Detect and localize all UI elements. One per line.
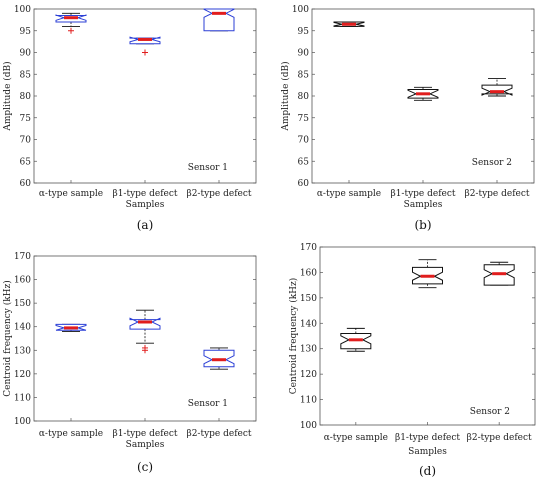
x-tick-label: β1-type defect	[112, 189, 177, 199]
panel-caption: (a)	[137, 218, 154, 232]
y-tick-label: 85	[20, 70, 32, 80]
y-axis-label: Amplitude (dB)	[280, 61, 291, 131]
plot-frame	[33, 8, 257, 184]
y-tick-label: 140	[300, 319, 317, 329]
box-2	[129, 309, 161, 354]
box-1	[55, 12, 87, 34]
x-tick-label: β2-type defect	[464, 189, 529, 199]
x-tick-label: α-type sample	[39, 189, 103, 199]
x-tick-label: β2-type defect	[186, 189, 251, 199]
y-tick-label: 85	[298, 70, 310, 80]
x-tick-label: β1-type defect	[390, 189, 455, 199]
y-tick-label: 160	[300, 268, 317, 278]
box-body	[203, 8, 235, 32]
box-3	[483, 261, 515, 286]
box-body	[481, 84, 513, 96]
box-3	[203, 347, 235, 370]
box-3	[203, 8, 235, 32]
y-tick-label: 150	[300, 294, 317, 304]
y-tick-label: 80	[20, 92, 32, 102]
sensor-annotation: Sensor 1	[188, 163, 228, 173]
y-tick-label: 80	[298, 92, 310, 102]
box-2	[412, 259, 443, 289]
x-axis-label: Samples	[126, 200, 165, 210]
x-tick-label: α-type sample	[39, 429, 103, 439]
y-tick-label: 65	[298, 157, 310, 167]
y-axis-label: Amplitude (dB)	[2, 61, 13, 131]
y-tick-label: 70	[20, 136, 32, 146]
x-tick-label: α-type sample	[317, 189, 381, 199]
y-tick-label: 60	[298, 179, 310, 189]
y-tick-label: 95	[298, 27, 310, 37]
y-tick-label: 150	[14, 299, 31, 309]
y-tick-label: 100	[300, 421, 317, 431]
chart-panel-1: 60 65 70 75 80 85 90 95 100 Amplitude (dB) α-type …	[2, 5, 257, 232]
x-axis-label: Samples	[404, 200, 443, 210]
y-tick-label: 100	[292, 5, 309, 15]
x-axis-label: Samples	[408, 447, 447, 457]
sensor-annotation: Sensor 2	[472, 158, 512, 168]
y-tick-label: 110	[14, 393, 31, 403]
box-1	[333, 21, 365, 27]
box-3	[481, 78, 513, 97]
chart-panel-3: 100 110 120 130 140 150 160 170 Centroid frequen…	[2, 252, 257, 474]
y-tick-label: 130	[14, 346, 31, 356]
y-tick-label: 130	[300, 345, 317, 355]
y-tick-label: 70	[298, 136, 310, 146]
panel-caption: (d)	[419, 464, 436, 478]
panel-caption: (c)	[137, 460, 153, 474]
y-tick-label: 75	[298, 114, 310, 124]
x-tick-label: β1-type defect	[112, 429, 177, 439]
x-tick-label: β2-type defect	[467, 433, 532, 443]
y-tick-label: 120	[300, 370, 317, 380]
y-tick-label: 160	[14, 276, 31, 286]
y-axis-label: Centroid frequency (kHz)	[288, 278, 299, 395]
x-tick-label: β1-type defect	[395, 433, 460, 443]
y-tick-label: 95	[20, 27, 32, 37]
x-tick-label: β2-type defect	[186, 429, 251, 439]
sensor-annotation: Sensor 1	[188, 399, 228, 409]
y-tick-label: 170	[300, 243, 317, 253]
box-body	[129, 317, 161, 330]
panel-caption: (b)	[414, 218, 431, 232]
y-axis-label: Centroid frequency (kHz)	[2, 280, 13, 397]
chart-panel-2: 60 65 70 75 80 85 90 95 100 Amplitude (dB) α-type …	[280, 5, 535, 232]
y-tick-label: 120	[14, 370, 31, 380]
y-tick-label: 90	[20, 49, 32, 59]
y-tick-label: 110	[300, 396, 317, 406]
sensor-annotation: Sensor 2	[470, 407, 510, 417]
y-tick-label: 90	[298, 49, 310, 59]
y-tick-label: 65	[20, 157, 32, 167]
y-tick-label: 170	[14, 252, 31, 262]
y-tick-label: 60	[20, 179, 32, 189]
box-1	[340, 327, 372, 352]
plot-frame	[33, 255, 257, 422]
y-tick-label: 100	[14, 417, 31, 427]
box-2	[129, 36, 161, 56]
box-1	[55, 323, 87, 332]
y-tick-label: 75	[20, 114, 32, 124]
box-2	[407, 86, 439, 101]
y-tick-label: 100	[14, 5, 31, 15]
x-axis-label: Samples	[126, 440, 165, 450]
chart-panel-4: 100 110 120 130 140 150 160 170 Centroid frequen…	[288, 243, 536, 478]
x-tick-label: α-type sample	[324, 433, 388, 443]
y-tick-label: 140	[14, 323, 31, 333]
